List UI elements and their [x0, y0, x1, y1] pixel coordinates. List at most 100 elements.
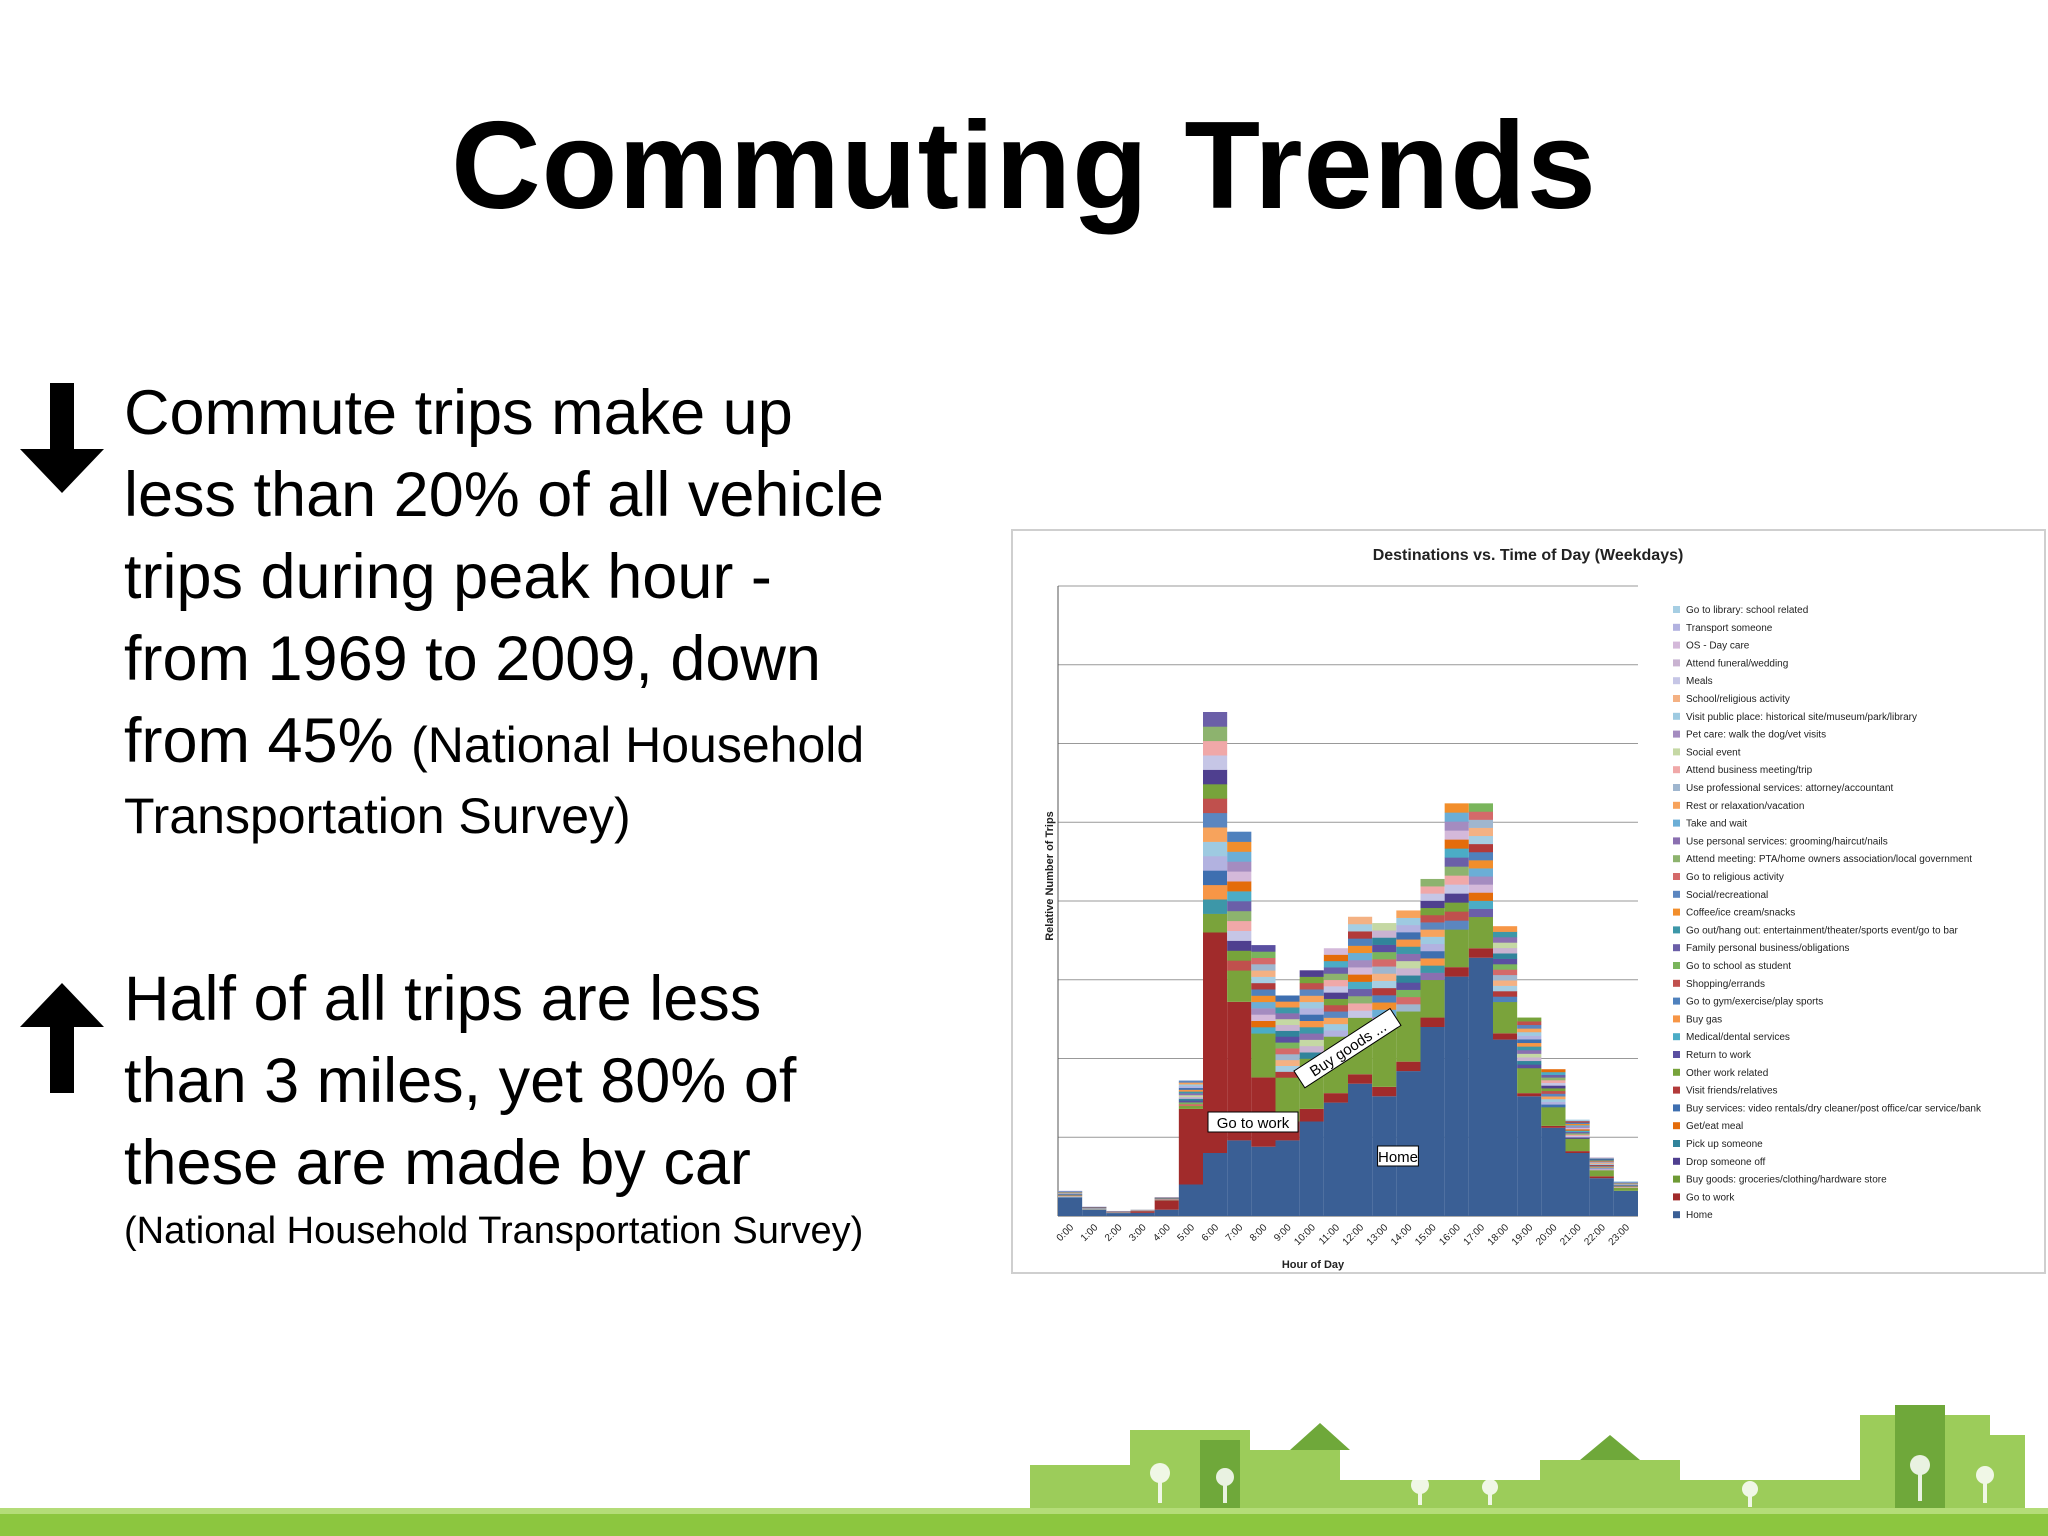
bar-segment — [1178, 1102, 1203, 1105]
bar-segment — [1565, 1129, 1590, 1131]
bar-segment — [1178, 1103, 1203, 1107]
legend-label: Buy services: video rentals/dry cleaner/… — [1686, 1103, 1982, 1114]
bar-segment — [1493, 1039, 1518, 1216]
bar-segment — [1203, 827, 1228, 842]
legend-label: Use personal services: grooming/haircut/… — [1686, 836, 1888, 847]
bar-segment — [1275, 1071, 1300, 1078]
bar-segment — [1323, 960, 1348, 968]
bar-segment — [1299, 1027, 1324, 1034]
x-axis-label: Hour of Day — [1282, 1259, 1345, 1271]
destinations-chart: Destinations vs. Time of Day (Weekdays) … — [1011, 529, 2046, 1274]
bar-segment — [1396, 939, 1421, 947]
bar-segment — [1493, 1001, 1518, 1034]
bar-segment — [1203, 870, 1228, 886]
bar-segment — [1178, 1091, 1203, 1094]
bar-segment — [1203, 726, 1228, 742]
bar-segment — [1058, 1196, 1083, 1198]
bar-segment — [1444, 812, 1469, 822]
bar-segment — [1203, 913, 1228, 933]
bar-segment — [1251, 1008, 1276, 1015]
bullet-line: from 1969 to 2009, down — [124, 624, 821, 694]
footer-band-light — [0, 1508, 2048, 1514]
bar-segment — [1420, 886, 1445, 894]
bar-segment — [1299, 1033, 1324, 1040]
legend-swatch — [1673, 997, 1680, 1005]
x-tick-label: 19:00 — [1510, 1222, 1536, 1248]
bar-segment — [1299, 1039, 1324, 1047]
legend-swatch — [1673, 855, 1680, 863]
bar-segment — [1589, 1163, 1614, 1165]
legend-label: Attend business meeting/trip — [1686, 765, 1813, 776]
bar-segment — [1058, 1196, 1083, 1197]
legend-swatch — [1673, 1157, 1680, 1165]
bar-segment — [1517, 1021, 1542, 1026]
bar-segment — [1468, 884, 1493, 893]
x-tick-label: 14:00 — [1389, 1222, 1415, 1248]
bar-segment — [1178, 1184, 1203, 1216]
bar-segment — [1517, 1046, 1542, 1051]
legend-swatch — [1673, 890, 1680, 898]
bar-segment — [1444, 902, 1469, 912]
bar-segment — [1299, 1045, 1324, 1053]
bar-segment — [1468, 843, 1493, 853]
bar-segment — [1323, 973, 1348, 981]
bar-segment — [1565, 1122, 1590, 1124]
bar-segment — [1251, 964, 1276, 971]
bar-segment — [1517, 1049, 1542, 1054]
bar-segment — [1541, 1082, 1566, 1086]
bar-segment — [1348, 938, 1373, 946]
bar-segment — [1444, 967, 1469, 977]
bar-segment — [1323, 979, 1348, 987]
x-tick-label: 22:00 — [1582, 1222, 1608, 1248]
bar-segment — [1275, 1054, 1300, 1061]
bar-segment — [1203, 812, 1228, 828]
bar-segment — [1444, 911, 1469, 921]
bar-segment — [1227, 831, 1252, 842]
bar-segment — [1420, 929, 1445, 937]
bar-segment — [1082, 1206, 1107, 1208]
bar-segment — [1251, 976, 1276, 984]
bullet-text: from 45% — [124, 706, 394, 776]
bar-segment — [1275, 1013, 1300, 1020]
bar-segment — [1227, 950, 1252, 961]
bar-segment — [1323, 1011, 1348, 1018]
bar-segment — [1227, 960, 1252, 971]
bar-segment — [1444, 830, 1469, 840]
bar-segment — [1589, 1162, 1614, 1165]
bar-segment — [1517, 1031, 1542, 1036]
bar-segment — [1299, 1008, 1324, 1015]
legend-swatch — [1673, 1140, 1680, 1147]
bar-segment — [1251, 989, 1276, 996]
bar-segment — [1372, 973, 1397, 981]
bar-segment — [1493, 980, 1518, 986]
bar-segment — [1613, 1181, 1638, 1183]
bar-segment — [1154, 1197, 1179, 1198]
legend-label: Buy gas — [1686, 1014, 1722, 1025]
bar-segment — [1565, 1133, 1590, 1135]
legend-swatch — [1673, 801, 1680, 809]
legend-swatch — [1673, 748, 1680, 756]
bar-segment — [1323, 1023, 1348, 1031]
legend-swatch — [1673, 695, 1680, 702]
chart-annotation: Home — [1377, 1145, 1419, 1167]
footer-band — [0, 1514, 2048, 1536]
legend-label: Attend meeting: PTA/home owners associat… — [1686, 854, 1972, 865]
bar-segment — [1517, 1093, 1542, 1097]
bullet-line: than 3 miles, yet 80% of — [124, 1046, 797, 1116]
legend-swatch — [1673, 1175, 1680, 1183]
x-tick-label: 2:00 — [1103, 1222, 1125, 1244]
bar-segment — [1589, 1167, 1614, 1169]
legend-swatch — [1673, 766, 1680, 774]
bar-segment — [1178, 1089, 1203, 1092]
x-tick-label: 8:00 — [1248, 1222, 1270, 1244]
bar-segment — [1251, 970, 1276, 977]
bar-segment — [1541, 1090, 1566, 1094]
legend-swatch — [1673, 659, 1680, 667]
bar-segment — [1348, 988, 1373, 997]
x-tick-label: 5:00 — [1175, 1222, 1197, 1244]
bar-segment — [1299, 1001, 1324, 1009]
bar-segment — [1275, 1048, 1300, 1055]
bar-segment — [1251, 995, 1276, 1003]
bullet-short-trips: Half of all trips are less than 3 miles,… — [124, 958, 863, 1258]
legend-swatch — [1673, 926, 1680, 934]
